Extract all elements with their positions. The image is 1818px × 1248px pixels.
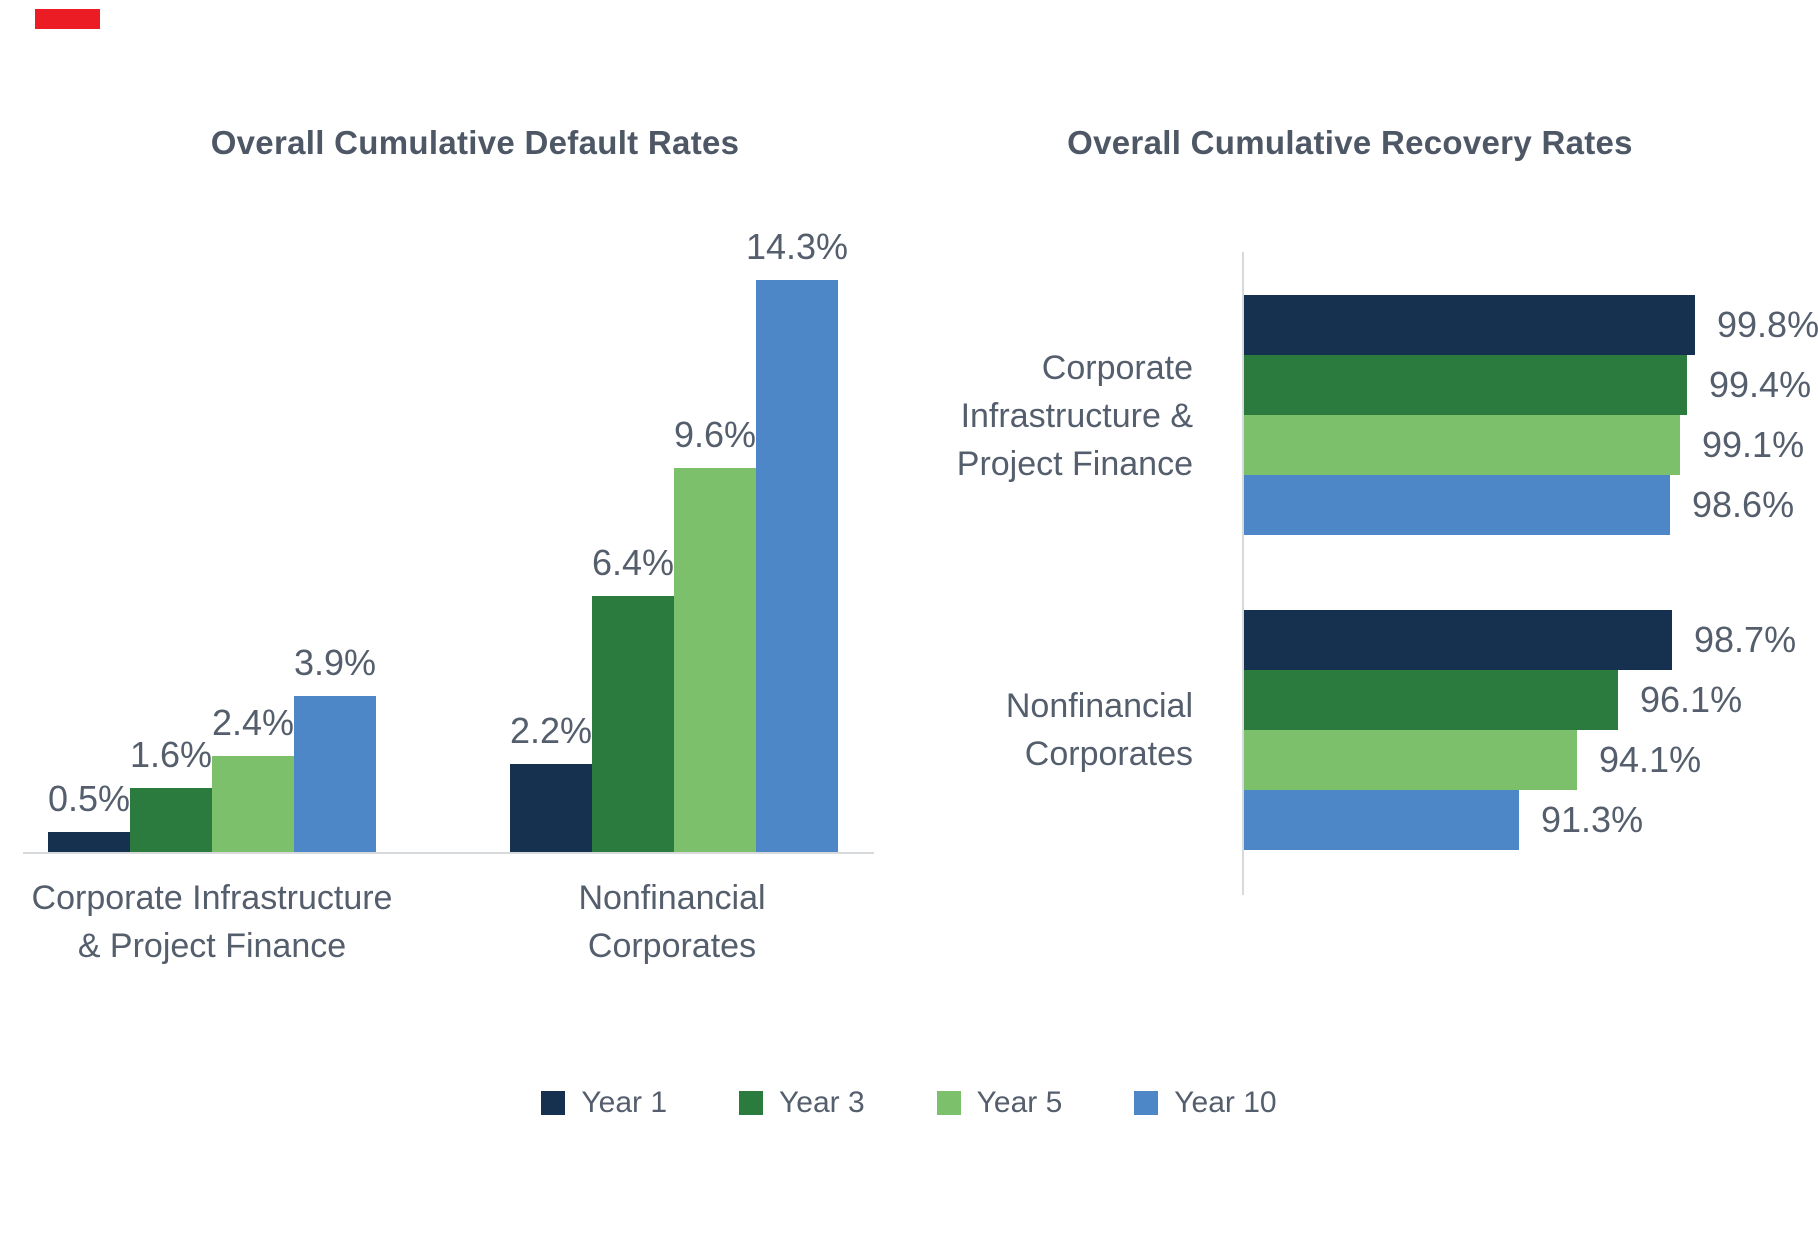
bar-year-3 xyxy=(1244,355,1687,415)
recovery-rates-title: Overall Cumulative Recovery Rates xyxy=(1067,124,1633,161)
bar-column-year-1: 2.2% xyxy=(510,710,592,852)
category-label-line: Corporate xyxy=(1041,349,1193,387)
bar-year-5 xyxy=(674,468,756,852)
category-label-2: Nonfinancial Corporates xyxy=(578,874,765,970)
bar-value-label: 96.1% xyxy=(1640,679,1743,720)
category-label-line: Project Finance xyxy=(956,445,1193,483)
bar-row-year-3: 99.4% xyxy=(1244,355,1818,415)
bar-column-year-5: 9.6% xyxy=(674,414,756,852)
bar-row-year-1: 99.8% xyxy=(1244,295,1818,355)
bar-year-10 xyxy=(1244,790,1519,850)
bar-row-year-10: 98.6% xyxy=(1244,475,1818,535)
legend-label: Year 1 xyxy=(581,1086,668,1119)
category-label-line: Corporates xyxy=(587,927,757,965)
bar-year-10 xyxy=(756,280,838,852)
bar-value-label: 2.4% xyxy=(211,702,295,743)
bar-value-label: 1.6% xyxy=(129,734,213,775)
bar-group-1: 0.5% 1.6% 2.4% 3.9% xyxy=(48,642,376,852)
bar-row-year-5: 99.1% xyxy=(1244,415,1818,475)
category-label-line: Nonfinancial xyxy=(1005,687,1193,725)
bar-row-year-3: 96.1% xyxy=(1244,670,1796,730)
bar-year-1 xyxy=(1244,295,1695,355)
bar-row-year-5: 94.1% xyxy=(1244,730,1796,790)
category-label-line: Corporate Infrastructure xyxy=(31,879,393,917)
bar-value-label: 0.5% xyxy=(47,778,131,819)
bar-year-10 xyxy=(294,696,376,852)
bar-value-label: 2.2% xyxy=(509,710,593,751)
bar-value-label: 98.6% xyxy=(1692,484,1795,525)
legend-swatch xyxy=(936,1091,961,1115)
category-label-line: Nonfinancial xyxy=(578,879,766,917)
legend-swatch xyxy=(739,1091,764,1115)
legend-label: Year 10 xyxy=(1174,1086,1277,1119)
bar-column-year-5: 2.4% xyxy=(212,702,294,852)
bar-year-3 xyxy=(1244,670,1618,730)
bar-value-label: 94.1% xyxy=(1599,739,1702,780)
bar-column-year-3: 1.6% xyxy=(130,734,212,852)
bar-year-1 xyxy=(48,832,130,852)
bar-year-1 xyxy=(510,764,592,852)
legend-item-year-1: Year 1 xyxy=(541,1086,667,1120)
category-label-2: Nonfinancial Corporates xyxy=(1006,682,1193,778)
bar-group-2: 2.2% 6.4% 9.6% 14.3% xyxy=(510,226,848,852)
bar-value-label: 99.4% xyxy=(1709,364,1812,405)
bar-value-label: 99.1% xyxy=(1702,424,1805,465)
bar-column-year-1: 0.5% xyxy=(48,778,130,852)
bar-row-year-1: 98.7% xyxy=(1244,610,1796,670)
legend-swatch xyxy=(1134,1091,1159,1115)
chart-legend: Year 1 Year 3 Year 5 Year 10 xyxy=(0,1086,1818,1120)
category-label-line: & Project Finance xyxy=(77,927,347,965)
bar-year-10 xyxy=(1244,475,1670,535)
legend-item-year-5: Year 5 xyxy=(936,1086,1063,1120)
bar-year-1 xyxy=(1244,610,1672,670)
bar-value-label: 99.8% xyxy=(1717,304,1818,345)
bar-year-5 xyxy=(212,756,294,852)
bar-year-5 xyxy=(1244,730,1577,790)
legend-label: Year 3 xyxy=(779,1086,865,1119)
legend-label: Year 5 xyxy=(976,1086,1063,1119)
bar-year-3 xyxy=(130,788,212,852)
bar-column-year-10: 14.3% xyxy=(746,226,848,852)
red-marker xyxy=(35,9,100,29)
bar-year-5 xyxy=(1244,415,1680,475)
recovery-rates-plot: 99.8% 99.4% 99.1% 98.6% 98.7% 96.1% 94.1% 91.3% xyxy=(1242,252,1818,895)
legend-swatch xyxy=(541,1091,566,1115)
bar-value-label: 3.9% xyxy=(293,642,377,683)
legend-item-year-10: Year 10 xyxy=(1134,1086,1277,1120)
bar-value-label: 9.6% xyxy=(673,414,757,455)
bar-row-year-10: 91.3% xyxy=(1244,790,1796,850)
default-rates-title: Overall Cumulative Default Rates xyxy=(210,124,740,161)
category-label-line: Corporates xyxy=(1024,735,1193,773)
bar-year-3 xyxy=(592,596,674,852)
bar-group-1: 99.8% 99.4% 99.1% 98.6% xyxy=(1244,295,1818,535)
legend-item-year-3: Year 3 xyxy=(739,1086,865,1120)
bar-value-label: 98.7% xyxy=(1694,619,1797,660)
category-label-line: Infrastructure & xyxy=(960,397,1193,435)
bar-value-label: 91.3% xyxy=(1541,799,1644,840)
bar-value-label: 14.3% xyxy=(745,226,849,267)
bar-group-2: 98.7% 96.1% 94.1% 91.3% xyxy=(1244,610,1796,850)
default-rates-plot: 0.5% 1.6% 2.4% 3.9% 2.2% 6.4% 9.6% 14.3% xyxy=(23,226,874,854)
bar-column-year-3: 6.4% xyxy=(592,542,674,852)
bar-column-year-10: 3.9% xyxy=(294,642,376,852)
category-label-1: Corporate Infrastructure & Project Financ… xyxy=(32,874,393,970)
bar-value-label: 6.4% xyxy=(591,542,675,583)
category-label-1: Corporate Infrastructure & Project Finance xyxy=(957,344,1193,488)
